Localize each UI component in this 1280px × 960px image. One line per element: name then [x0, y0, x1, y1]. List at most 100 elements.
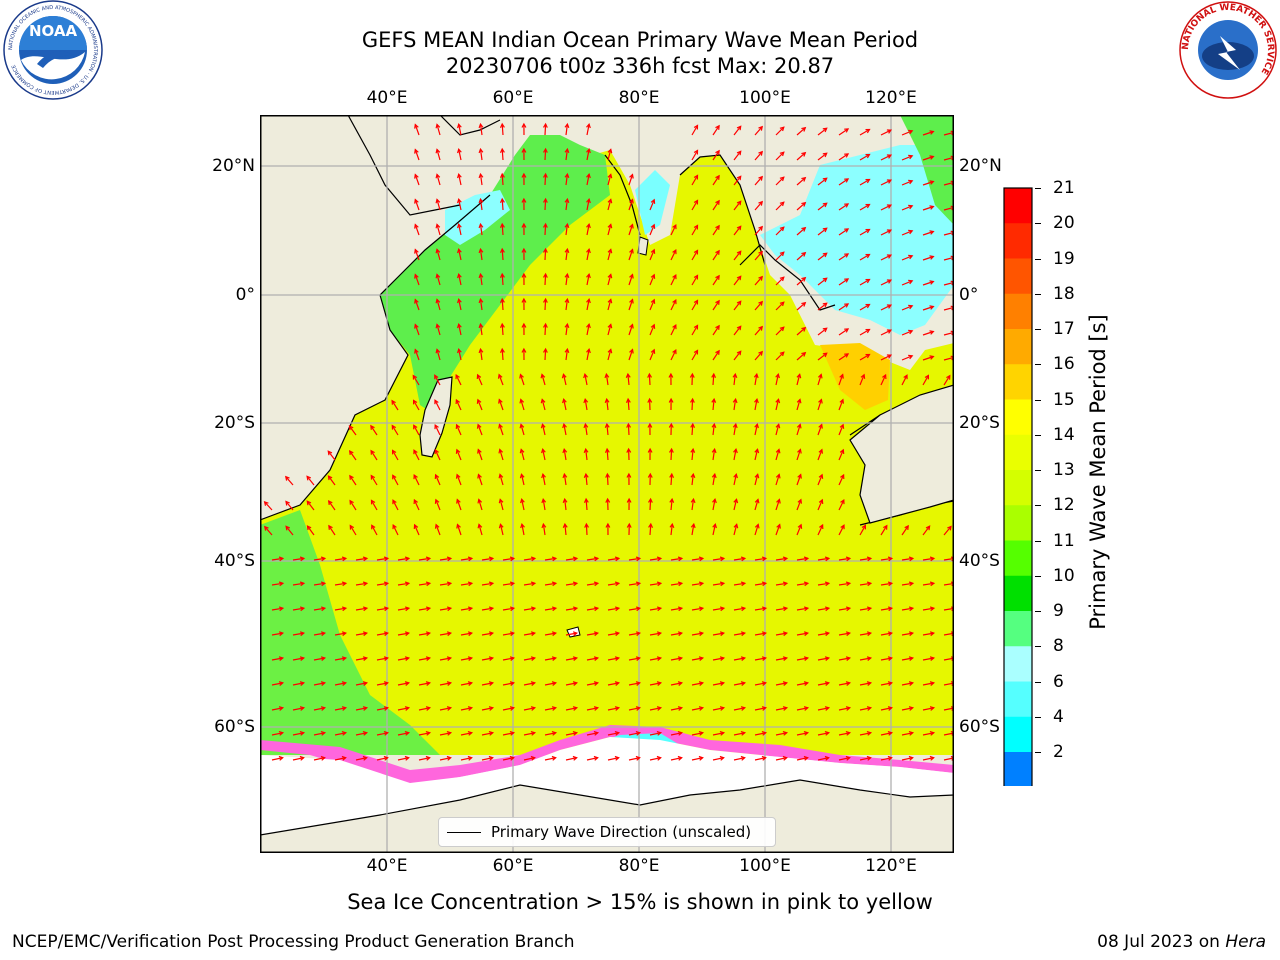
- wave-arrow: [292, 582, 304, 586]
- wave-arrow-head: [693, 199, 699, 205]
- noaa-logo-text: NOAA: [29, 22, 78, 40]
- wave-arrow-head: [887, 631, 894, 637]
- wave-arrow: [880, 254, 892, 261]
- wave-arrow: [859, 228, 870, 236]
- wave-arrow: [901, 732, 913, 736]
- wave-arrow-head: [278, 731, 285, 736]
- wave-arrow-head: [542, 297, 548, 303]
- wave-arrow-head: [677, 755, 683, 761]
- wave-arrow-head: [782, 631, 789, 637]
- wave-arrow-head: [572, 606, 579, 612]
- wave-arrow: [838, 449, 844, 461]
- wave-arrow: [796, 582, 808, 586]
- colorbar-band: [1004, 611, 1032, 647]
- wave-arrow-head: [824, 755, 830, 761]
- wave-arrow-head: [711, 422, 717, 429]
- wave-arrow-head: [572, 656, 579, 661]
- wave-arrow: [520, 449, 525, 461]
- wave-arrow-head: [908, 581, 915, 587]
- wave-arrow-head: [715, 124, 720, 130]
- wave-arrow-head: [455, 423, 461, 429]
- wave-arrow: [691, 632, 703, 636]
- wave-arrow-head: [712, 522, 717, 529]
- wave-arrow-head: [782, 556, 789, 562]
- colorbar-band: [1004, 399, 1032, 436]
- wave-arrow: [670, 224, 677, 236]
- wave-arrow-head: [551, 556, 558, 562]
- colorbar-band: [1004, 681, 1032, 718]
- wave-arrow: [456, 449, 462, 461]
- wave-arrow-head: [404, 656, 411, 661]
- wave-arrow-head: [801, 226, 807, 232]
- wave-arrow: [501, 298, 504, 311]
- wave-arrow: [901, 230, 913, 236]
- wave-arrow-head: [860, 373, 866, 379]
- wave-arrow-head: [803, 606, 810, 612]
- wave-arrow: [586, 324, 590, 336]
- wave-arrow: [733, 150, 742, 161]
- wave-arrow: [796, 252, 806, 261]
- wave-arrow-head: [844, 203, 850, 208]
- wave-arrow: [838, 278, 849, 286]
- wave-arrow-head: [530, 631, 537, 637]
- wave-arrow: [627, 374, 630, 386]
- wave-arrow: [733, 399, 737, 411]
- wave-arrow-head: [865, 303, 871, 309]
- wave-arrow-head: [677, 656, 684, 661]
- wave-arrow-head: [908, 631, 915, 637]
- wave-arrow: [313, 732, 325, 736]
- wave-arrow: [607, 199, 612, 211]
- wave-arrow-head: [656, 606, 663, 612]
- wave-arrow-head: [677, 581, 684, 587]
- wave-arrow: [775, 582, 787, 586]
- wave-arrow: [436, 124, 441, 136]
- wave-arrow: [542, 524, 546, 536]
- wave-arrow: [922, 607, 934, 611]
- wave-arrow-head: [593, 581, 600, 587]
- wave-arrow: [606, 424, 609, 436]
- legend-line-swatch: [447, 831, 481, 833]
- wave-arrow: [544, 348, 547, 361]
- wave-arrow-head: [564, 297, 570, 304]
- wave-arrow-head: [647, 497, 653, 503]
- wave-arrow-head: [672, 348, 677, 355]
- wave-arrow: [859, 253, 870, 261]
- wave-arrow-head: [349, 474, 354, 480]
- wave-arrow: [880, 154, 892, 161]
- colorbar-label: Primary Wave Mean Period [s]: [1086, 314, 1110, 630]
- wave-arrow-head: [656, 581, 663, 587]
- wave-arrow: [859, 128, 870, 136]
- wave-arrow-head: [383, 556, 390, 562]
- wave-arrow: [838, 682, 850, 686]
- wave-arrow: [439, 607, 451, 611]
- wave-arrow-head: [383, 631, 390, 637]
- wave-arrow-head: [690, 497, 696, 504]
- wave-arrow: [649, 299, 655, 311]
- wave-arrow: [922, 230, 934, 236]
- wave-arrow-head: [562, 447, 568, 454]
- wave-arrow: [880, 682, 892, 686]
- wave-arrow-head: [845, 581, 852, 587]
- wave-arrow: [733, 582, 745, 586]
- wave-arrow: [712, 300, 720, 311]
- wave-arrow: [541, 424, 546, 436]
- wave-arrow-head: [499, 172, 505, 178]
- colorbar-tick-mark: [1035, 611, 1041, 612]
- wave-arrow: [370, 450, 378, 461]
- wave-arrow-head: [446, 656, 453, 661]
- wave-arrow: [498, 374, 504, 386]
- wave-arrow-head: [754, 498, 760, 504]
- wave-arrow-head: [677, 606, 684, 612]
- colorbar-tick-mark: [1035, 329, 1041, 330]
- wave-arrow: [922, 130, 934, 136]
- wave-arrow-head: [803, 681, 810, 686]
- wave-arrow: [922, 657, 934, 661]
- colorbar-svg: [1003, 187, 1033, 817]
- wave-arrow: [523, 632, 535, 636]
- wave-arrow: [859, 203, 870, 211]
- wave-arrow: [817, 557, 829, 561]
- wave-arrow-head: [499, 222, 505, 228]
- wave-arrow-head: [819, 523, 824, 530]
- wave-arrow: [544, 632, 556, 636]
- wave-arrow-head: [499, 122, 505, 128]
